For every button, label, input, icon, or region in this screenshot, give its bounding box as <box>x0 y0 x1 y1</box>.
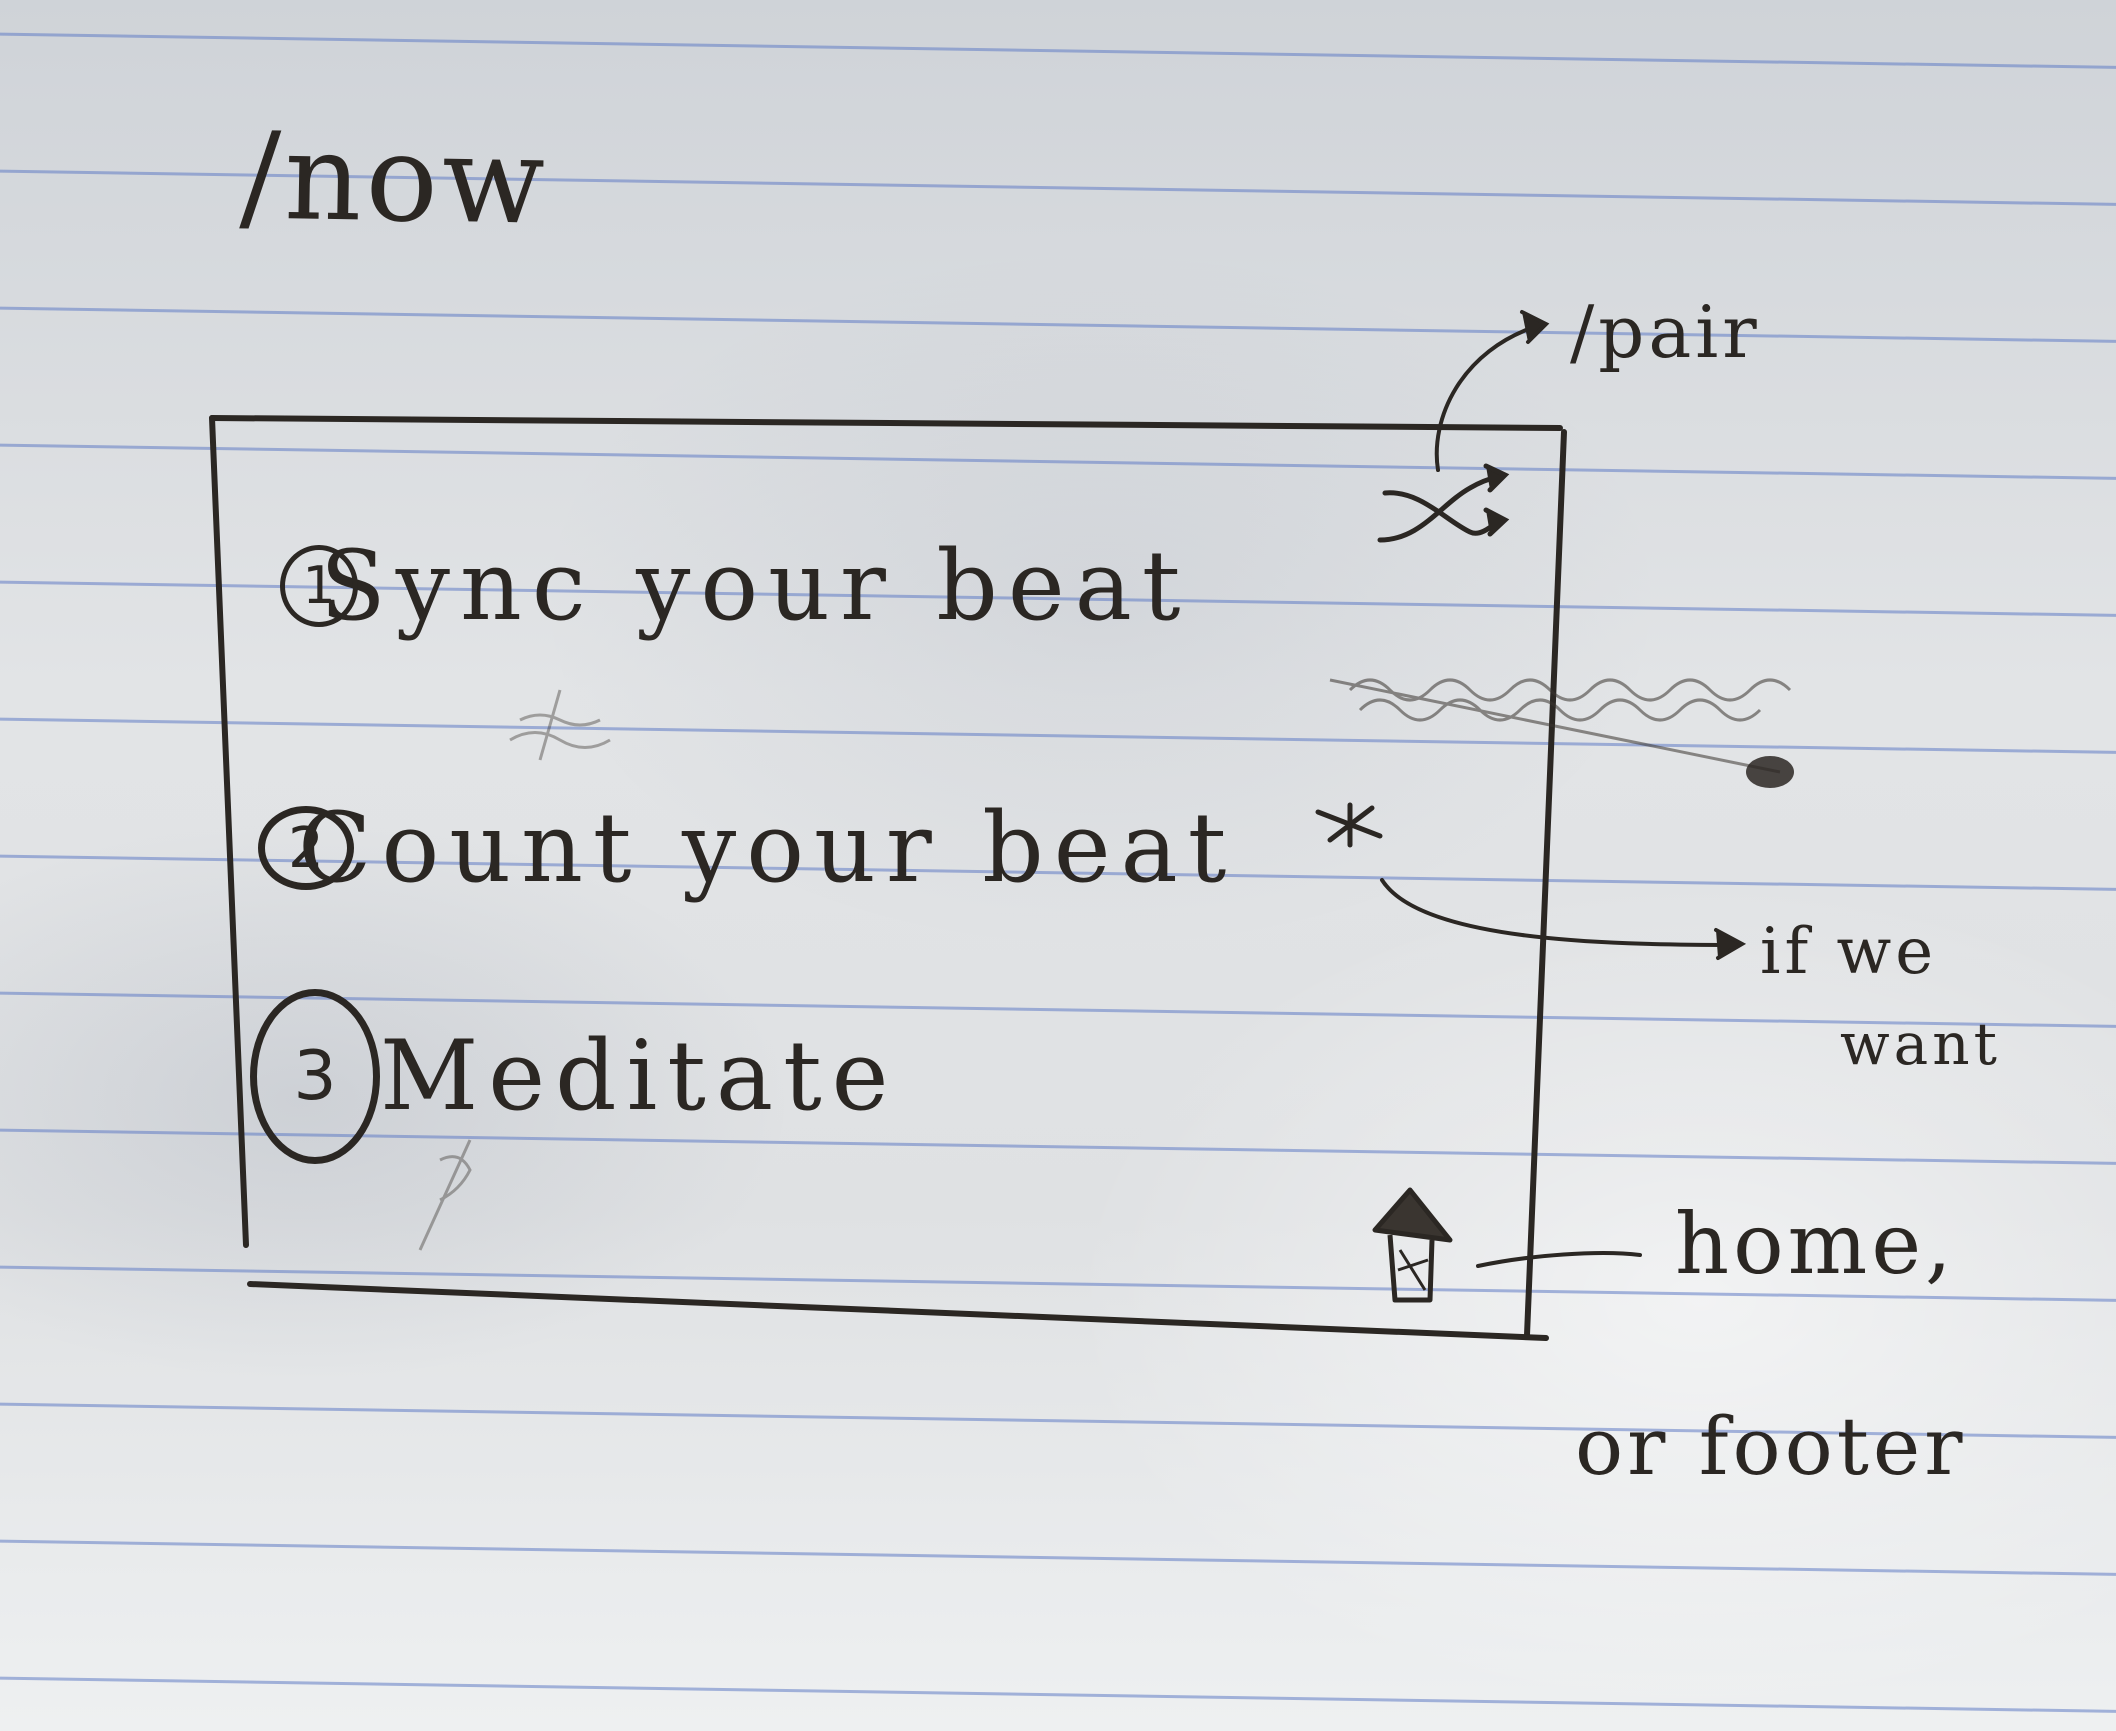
asterisk-icon <box>1318 805 1380 845</box>
shuffle-icon[interactable] <box>1380 466 1505 540</box>
home-note-line2: or footer <box>1575 1400 1967 1493</box>
step-number-badge: 1 <box>280 545 358 627</box>
home-note-line1: home, <box>1675 1195 1956 1293</box>
crossed-out-arrow <box>1330 680 1790 772</box>
list-item-count[interactable]: 2 Count your beat <box>258 792 1236 904</box>
home-arrow <box>1478 1253 1640 1266</box>
list-item-label: Sync your beat <box>320 530 1190 642</box>
list-item-meditate[interactable]: 3 Meditate <box>250 1020 898 1132</box>
list-item-sync[interactable]: 1 Sync your beat <box>280 530 1190 642</box>
list-item-label: Meditate <box>380 1020 898 1132</box>
frame-top-edge <box>212 418 1560 428</box>
stray-scribbles <box>420 690 610 1250</box>
home-icon[interactable] <box>1375 1190 1450 1300</box>
frame-left-edge <box>212 418 246 1245</box>
shuffle-target-label: /pair <box>1570 290 1761 374</box>
crossed-out-arrow-head <box>1746 756 1794 788</box>
if-we-want-note-line2: want <box>1840 1010 2001 1078</box>
frame-right-edge <box>1527 432 1564 1335</box>
step-number-badge: 2 <box>258 806 354 890</box>
if-we-want-note-line1: if we <box>1760 915 1937 989</box>
frame-bottom-edge <box>250 1284 1546 1338</box>
list-item-label: Count your beat <box>298 792 1236 904</box>
if-we-want-arrow <box>1382 880 1742 958</box>
step-number-badge: 3 <box>250 989 380 1164</box>
pair-arrow <box>1437 312 1546 470</box>
